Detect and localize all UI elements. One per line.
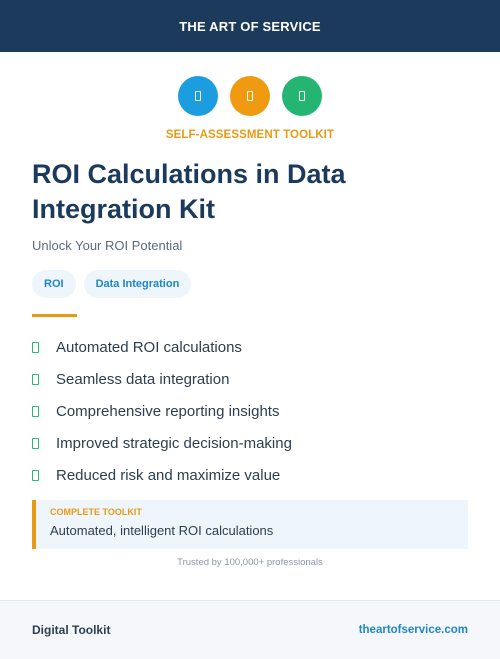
orange-circle-icon	[230, 76, 270, 116]
feature-list: Automated ROI calculations Seamless data…	[32, 331, 472, 491]
blue-circle-icon	[178, 76, 218, 116]
page-title: ROI Calculations in Data Integration Kit	[32, 159, 346, 224]
feature-label: Reduced risk and maximize value	[56, 466, 281, 484]
feature-label: Improved strategic decision-making	[56, 434, 292, 452]
check-icon	[32, 373, 39, 385]
feature-label: Automated ROI calculations	[56, 338, 242, 356]
footer-label: Digital Toolkit	[32, 623, 111, 637]
footer: Digital Toolkit theartofservice.com	[0, 600, 500, 659]
feature-label: Comprehensive reporting insights	[56, 402, 280, 420]
document-icon	[195, 91, 201, 101]
green-circle-icon	[282, 76, 322, 116]
top-banner: THE ART OF SERVICE	[0, 0, 500, 52]
list-item: Automated ROI calculations	[32, 331, 472, 363]
accent-divider	[32, 314, 77, 317]
document-icon	[247, 91, 253, 101]
callout-text: Automated, intelligent ROI calculations	[50, 523, 274, 538]
callout-label: COMPLETE TOOLKIT	[50, 507, 142, 517]
toolkit-callout: COMPLETE TOOLKIT Automated, intelligent …	[32, 500, 468, 549]
check-icon	[32, 405, 39, 417]
list-item: Reduced risk and maximize value	[32, 459, 472, 491]
feature-label: Seamless data integration	[56, 370, 230, 388]
website-link[interactable]: theartofservice.com	[358, 624, 468, 636]
page-subtitle: Unlock Your ROI Potential	[32, 238, 183, 253]
check-icon	[32, 469, 39, 481]
trusted-note: Trusted by 100,000+ professionals	[177, 557, 323, 568]
tag-roi[interactable]: ROI	[32, 270, 76, 298]
brand-title: THE ART OF SERVICE	[179, 18, 321, 34]
eyebrow-label: SELF-ASSESSMENT TOOLKIT	[165, 129, 335, 141]
tag-data-integration[interactable]: Data Integration	[83, 270, 192, 298]
list-item: Comprehensive reporting insights	[32, 395, 472, 427]
check-icon	[32, 437, 39, 449]
check-icon	[32, 341, 39, 353]
list-item: Improved strategic decision-making	[32, 427, 472, 459]
list-item: Seamless data integration	[32, 363, 472, 395]
icon-row	[0, 76, 500, 116]
tag-list: ROI Data Integration	[32, 270, 192, 298]
document-icon	[299, 91, 305, 101]
